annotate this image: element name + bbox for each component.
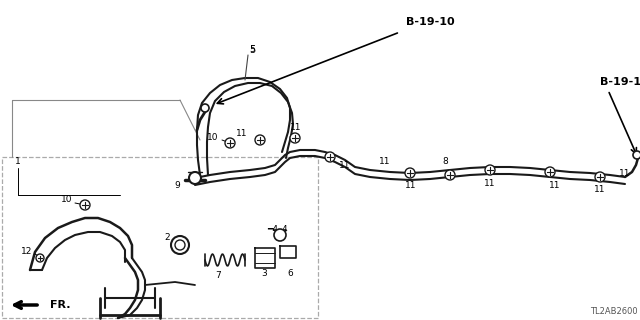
Text: 7: 7 xyxy=(215,270,221,279)
Text: 8: 8 xyxy=(442,157,448,166)
Text: B-19-10: B-19-10 xyxy=(406,17,454,27)
Circle shape xyxy=(325,152,335,162)
Text: ━4: ━4 xyxy=(267,226,278,235)
Text: TL2AB2600: TL2AB2600 xyxy=(590,308,637,316)
Text: 11: 11 xyxy=(339,161,350,170)
Circle shape xyxy=(545,167,555,177)
Text: 5: 5 xyxy=(249,45,255,55)
Text: 11: 11 xyxy=(405,180,417,189)
Text: FR.: FR. xyxy=(50,300,70,310)
Text: 12: 12 xyxy=(20,247,32,257)
Text: 4: 4 xyxy=(281,226,287,235)
Text: 11: 11 xyxy=(595,186,605,195)
Circle shape xyxy=(201,104,209,112)
Circle shape xyxy=(189,172,201,184)
Circle shape xyxy=(225,138,235,148)
Text: 2: 2 xyxy=(164,234,170,243)
Circle shape xyxy=(445,170,455,180)
Text: 9: 9 xyxy=(174,180,180,189)
Circle shape xyxy=(405,168,415,178)
Circle shape xyxy=(485,165,495,175)
Circle shape xyxy=(290,133,300,143)
Text: 1: 1 xyxy=(15,157,21,166)
Text: 11: 11 xyxy=(236,129,247,138)
Text: 6: 6 xyxy=(287,269,293,278)
Circle shape xyxy=(595,172,605,182)
Text: 11: 11 xyxy=(291,124,301,132)
Text: 11: 11 xyxy=(620,169,631,178)
Text: 11: 11 xyxy=(484,180,496,188)
Text: 3: 3 xyxy=(261,269,267,278)
Circle shape xyxy=(80,200,90,210)
Text: 10: 10 xyxy=(207,132,218,141)
Text: 5: 5 xyxy=(249,45,255,54)
Text: B-19-10: B-19-10 xyxy=(600,77,640,87)
Circle shape xyxy=(274,229,286,241)
Circle shape xyxy=(255,135,265,145)
Circle shape xyxy=(175,240,185,250)
Circle shape xyxy=(36,254,44,262)
Text: 10: 10 xyxy=(61,196,72,204)
Text: 11: 11 xyxy=(549,180,561,189)
Circle shape xyxy=(633,151,640,159)
Text: 11: 11 xyxy=(378,157,390,166)
Circle shape xyxy=(171,236,189,254)
